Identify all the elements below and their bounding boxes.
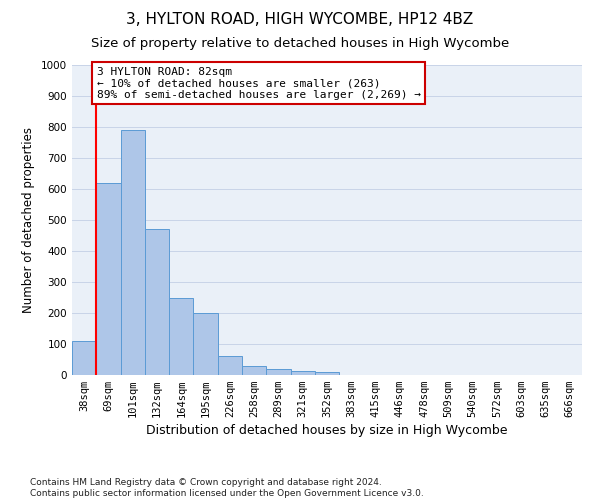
Bar [315,372,339,375]
Bar [145,230,169,375]
Text: Size of property relative to detached houses in High Wycombe: Size of property relative to detached ho… [91,38,509,51]
Text: Contains HM Land Registry data © Crown copyright and database right 2024.
Contai: Contains HM Land Registry data © Crown c… [30,478,424,498]
Bar [96,183,121,375]
Bar [193,313,218,375]
Bar [218,356,242,375]
Bar [242,366,266,375]
Y-axis label: Number of detached properties: Number of detached properties [22,127,35,313]
Bar [266,370,290,375]
Bar [169,298,193,375]
Text: 3 HYLTON ROAD: 82sqm
← 10% of detached houses are smaller (263)
89% of semi-deta: 3 HYLTON ROAD: 82sqm ← 10% of detached h… [97,66,421,100]
Text: 3, HYLTON ROAD, HIGH WYCOMBE, HP12 4BZ: 3, HYLTON ROAD, HIGH WYCOMBE, HP12 4BZ [127,12,473,28]
X-axis label: Distribution of detached houses by size in High Wycombe: Distribution of detached houses by size … [146,424,508,438]
Bar [290,371,315,375]
Bar [72,341,96,375]
Bar [121,130,145,375]
